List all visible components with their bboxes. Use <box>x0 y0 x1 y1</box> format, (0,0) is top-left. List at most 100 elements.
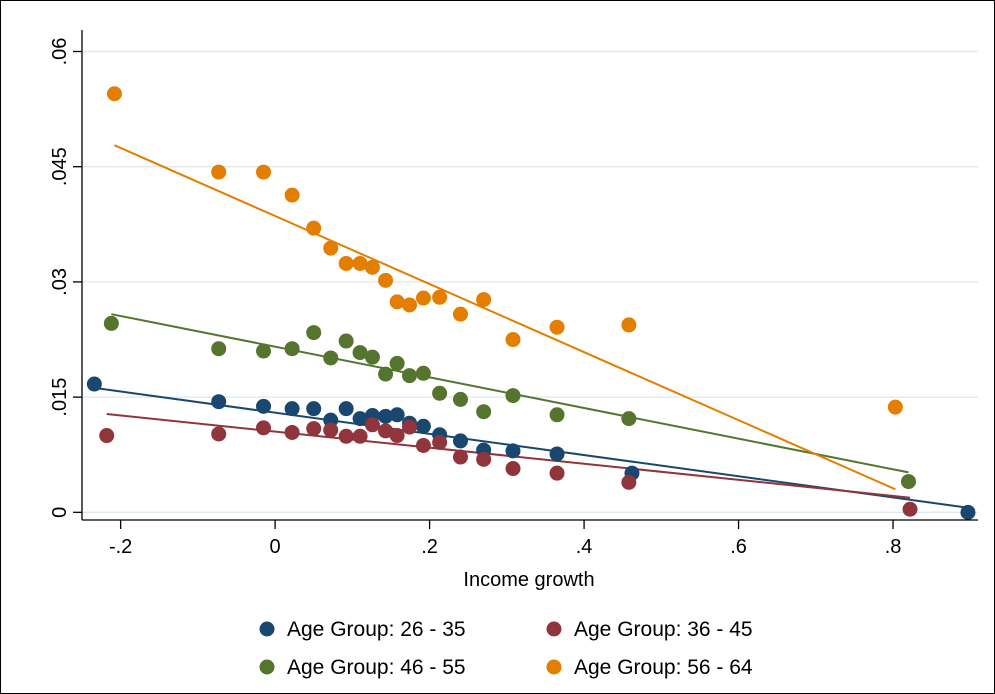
y-tick-label: .015 <box>49 378 71 417</box>
data-point-series-4 <box>378 272 394 288</box>
data-point-series-2 <box>338 428 354 444</box>
data-point-series-2 <box>621 474 637 490</box>
data-point-series-3 <box>900 474 916 490</box>
data-point-series-4 <box>338 255 354 271</box>
data-point-series-4 <box>364 259 380 275</box>
data-point-series-4 <box>211 164 227 180</box>
data-point-series-2 <box>256 420 272 436</box>
data-point-series-3 <box>211 341 227 357</box>
data-point-series-1 <box>549 446 565 462</box>
data-point-series-4 <box>389 294 405 310</box>
data-point-series-4 <box>887 399 903 415</box>
legend-marker-series-1 <box>259 621 275 637</box>
data-point-series-4 <box>306 220 322 236</box>
data-point-series-3 <box>415 365 431 381</box>
data-point-series-4 <box>106 86 122 102</box>
data-point-series-1 <box>960 504 976 520</box>
data-point-series-1 <box>389 407 405 423</box>
x-tick-label: .2 <box>421 536 438 558</box>
legend-label-series-3: Age Group: 46 - 55 <box>287 656 466 679</box>
data-point-series-3 <box>389 355 405 371</box>
data-point-series-1 <box>256 398 272 414</box>
data-point-series-1 <box>306 401 322 417</box>
legend-label-series-1: Age Group: 26 - 35 <box>287 618 466 641</box>
data-point-series-4 <box>476 292 492 308</box>
legend: Age Group: 26 - 35 Age Group: 36 - 45 Age … <box>259 618 753 679</box>
data-point-series-1 <box>284 401 300 417</box>
data-point-series-4 <box>256 164 272 180</box>
legend-marker-series-2 <box>546 621 562 637</box>
data-point-series-2 <box>549 465 565 481</box>
data-point-series-3 <box>432 385 448 401</box>
y-tick-label: .03 <box>49 268 71 296</box>
data-point-series-1 <box>378 408 394 424</box>
x-tick-label: 0 <box>270 536 281 558</box>
data-point-series-3 <box>364 349 380 365</box>
x-tick-label: -.2 <box>109 536 132 558</box>
y-tick-label: 0 <box>49 507 71 518</box>
fit-line-series-4 <box>114 144 896 491</box>
x-tick-label: .6 <box>730 536 747 558</box>
data-point-series-1 <box>352 411 368 427</box>
data-point-series-1 <box>452 433 468 449</box>
axes: 0 .015 .03 .045 .06 -.2 0 .2 .4 .6 .8 <box>49 30 978 558</box>
x-axis-title: Income growth <box>463 569 594 591</box>
data-point-series-2 <box>476 451 492 467</box>
gridlines <box>82 30 978 520</box>
data-point-series-3 <box>476 404 492 420</box>
legend-label-series-2: Age Group: 36 - 45 <box>574 618 753 641</box>
data-point-series-1 <box>415 418 431 434</box>
data-point-series-2 <box>432 434 448 450</box>
plot-area <box>82 30 978 520</box>
data-point-series-3 <box>378 366 394 382</box>
data-point-series-3 <box>452 391 468 407</box>
y-tick-label: .045 <box>49 147 71 186</box>
data-point-series-2 <box>378 423 394 439</box>
data-point-series-1 <box>505 443 521 459</box>
data-point-series-3 <box>352 345 368 361</box>
data-point-series-4 <box>323 240 339 256</box>
data-point-series-2 <box>415 438 431 454</box>
data-point-series-3 <box>284 341 300 357</box>
data-point-series-3 <box>103 315 119 331</box>
data-point-series-3 <box>402 368 418 384</box>
data-point-series-2 <box>323 422 339 438</box>
data-point-series-2 <box>402 419 418 435</box>
data-point-series-4 <box>284 187 300 203</box>
legend-marker-series-3 <box>259 659 275 675</box>
data-point-series-3 <box>549 407 565 423</box>
data-point-series-2 <box>352 428 368 444</box>
data-point-series-3 <box>621 411 637 427</box>
data-point-series-2 <box>284 424 300 440</box>
data-point-series-2 <box>389 428 405 444</box>
data-point-series-1 <box>86 376 102 392</box>
data-point-series-3 <box>306 325 322 341</box>
data-point-series-3 <box>338 333 354 349</box>
data-points <box>86 86 976 520</box>
data-point-series-4 <box>452 306 468 322</box>
data-point-series-3 <box>505 388 521 404</box>
x-tick-label: .4 <box>576 536 593 558</box>
data-point-series-2 <box>902 501 918 517</box>
data-point-series-3 <box>323 350 339 366</box>
data-point-series-3 <box>256 343 272 359</box>
data-point-series-4 <box>621 317 637 333</box>
data-point-series-4 <box>549 319 565 335</box>
data-point-series-4 <box>505 332 521 348</box>
data-point-series-4 <box>432 289 448 305</box>
y-tick-label: .06 <box>49 38 71 66</box>
data-point-series-2 <box>452 449 468 465</box>
data-point-series-1 <box>211 394 227 410</box>
data-point-series-2 <box>306 421 322 437</box>
data-point-series-4 <box>415 290 431 306</box>
data-point-series-2 <box>99 428 115 444</box>
data-point-series-2 <box>211 426 227 442</box>
data-point-series-2 <box>505 461 521 477</box>
data-point-series-4 <box>352 255 368 271</box>
data-point-series-2 <box>364 417 380 433</box>
data-point-series-4 <box>402 297 418 313</box>
legend-marker-series-4 <box>546 659 562 675</box>
data-point-series-1 <box>338 401 354 417</box>
legend-label-series-4: Age Group: 56 - 64 <box>574 656 753 679</box>
